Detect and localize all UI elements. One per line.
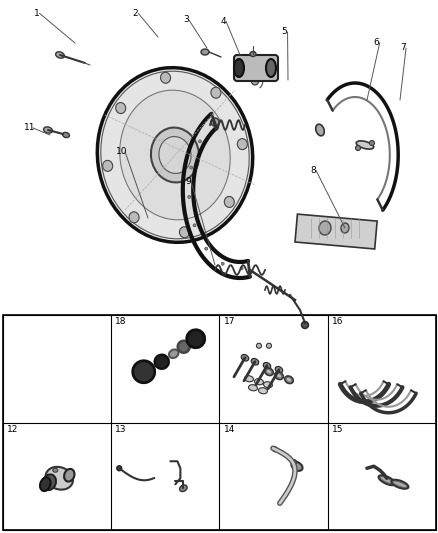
Ellipse shape	[237, 139, 247, 150]
Ellipse shape	[56, 52, 64, 58]
Ellipse shape	[154, 355, 168, 369]
Ellipse shape	[340, 223, 348, 233]
Text: 16: 16	[331, 317, 343, 326]
Ellipse shape	[201, 49, 208, 55]
Ellipse shape	[210, 87, 220, 98]
Ellipse shape	[379, 477, 393, 484]
Ellipse shape	[249, 52, 255, 56]
Ellipse shape	[198, 140, 201, 143]
Text: 2: 2	[132, 9, 138, 18]
Ellipse shape	[193, 224, 195, 227]
Text: 18: 18	[115, 317, 127, 326]
Ellipse shape	[53, 469, 58, 472]
Ellipse shape	[159, 136, 191, 173]
Ellipse shape	[318, 221, 330, 235]
Ellipse shape	[258, 387, 267, 394]
Ellipse shape	[291, 460, 296, 465]
Ellipse shape	[212, 120, 215, 124]
Ellipse shape	[129, 212, 139, 223]
Ellipse shape	[286, 377, 291, 382]
Ellipse shape	[263, 382, 272, 388]
Text: 4: 4	[220, 17, 226, 26]
Ellipse shape	[42, 474, 56, 490]
Ellipse shape	[221, 262, 224, 265]
Text: 3: 3	[183, 15, 188, 24]
Bar	[294, 214, 376, 249]
Ellipse shape	[211, 118, 219, 126]
Ellipse shape	[263, 362, 270, 369]
Ellipse shape	[266, 343, 271, 348]
Bar	[3, 315, 435, 530]
Ellipse shape	[369, 141, 374, 146]
Text: 13: 13	[115, 424, 127, 433]
Ellipse shape	[265, 369, 271, 374]
Ellipse shape	[315, 124, 324, 136]
Text: 10: 10	[116, 148, 127, 156]
Ellipse shape	[117, 466, 121, 471]
Ellipse shape	[224, 197, 234, 207]
Ellipse shape	[40, 478, 50, 491]
Ellipse shape	[284, 376, 293, 384]
Text: 17: 17	[223, 317, 234, 326]
Ellipse shape	[301, 321, 308, 328]
Ellipse shape	[276, 374, 281, 378]
Ellipse shape	[254, 378, 263, 385]
Ellipse shape	[64, 469, 74, 482]
Ellipse shape	[120, 90, 230, 220]
Ellipse shape	[264, 368, 272, 376]
Ellipse shape	[251, 75, 258, 85]
Ellipse shape	[251, 359, 258, 365]
Text: 1: 1	[34, 9, 39, 18]
Text: 7: 7	[399, 44, 405, 52]
Ellipse shape	[274, 372, 283, 379]
Ellipse shape	[392, 481, 406, 488]
Text: 6: 6	[373, 38, 379, 47]
Ellipse shape	[186, 330, 204, 348]
Ellipse shape	[187, 196, 190, 198]
FancyBboxPatch shape	[233, 55, 277, 81]
Ellipse shape	[265, 59, 276, 77]
Ellipse shape	[63, 132, 69, 138]
Ellipse shape	[116, 102, 125, 114]
Ellipse shape	[390, 480, 407, 489]
Text: 12: 12	[7, 424, 18, 433]
Ellipse shape	[102, 160, 113, 171]
Ellipse shape	[160, 72, 170, 83]
Text: 15: 15	[331, 424, 343, 433]
Ellipse shape	[233, 59, 244, 77]
Text: 11: 11	[24, 124, 35, 132]
Ellipse shape	[240, 354, 248, 361]
Ellipse shape	[240, 267, 243, 270]
Ellipse shape	[356, 141, 373, 149]
Text: 14: 14	[223, 424, 234, 433]
Ellipse shape	[97, 68, 252, 243]
Ellipse shape	[189, 166, 192, 169]
Ellipse shape	[256, 343, 261, 348]
Ellipse shape	[177, 341, 189, 353]
Ellipse shape	[378, 475, 394, 485]
Ellipse shape	[46, 467, 73, 490]
Text: 9: 9	[185, 177, 191, 185]
Ellipse shape	[169, 350, 178, 358]
Ellipse shape	[248, 385, 257, 391]
Text: 5: 5	[281, 28, 287, 36]
Ellipse shape	[101, 71, 249, 239]
Ellipse shape	[151, 127, 198, 182]
Ellipse shape	[244, 376, 253, 382]
Ellipse shape	[272, 447, 277, 452]
Ellipse shape	[275, 367, 282, 373]
Ellipse shape	[179, 485, 187, 491]
Ellipse shape	[132, 361, 154, 383]
Ellipse shape	[43, 127, 52, 133]
Ellipse shape	[291, 462, 302, 471]
Ellipse shape	[179, 227, 189, 238]
Ellipse shape	[204, 247, 207, 250]
Text: 8: 8	[310, 166, 315, 175]
Ellipse shape	[355, 146, 360, 150]
